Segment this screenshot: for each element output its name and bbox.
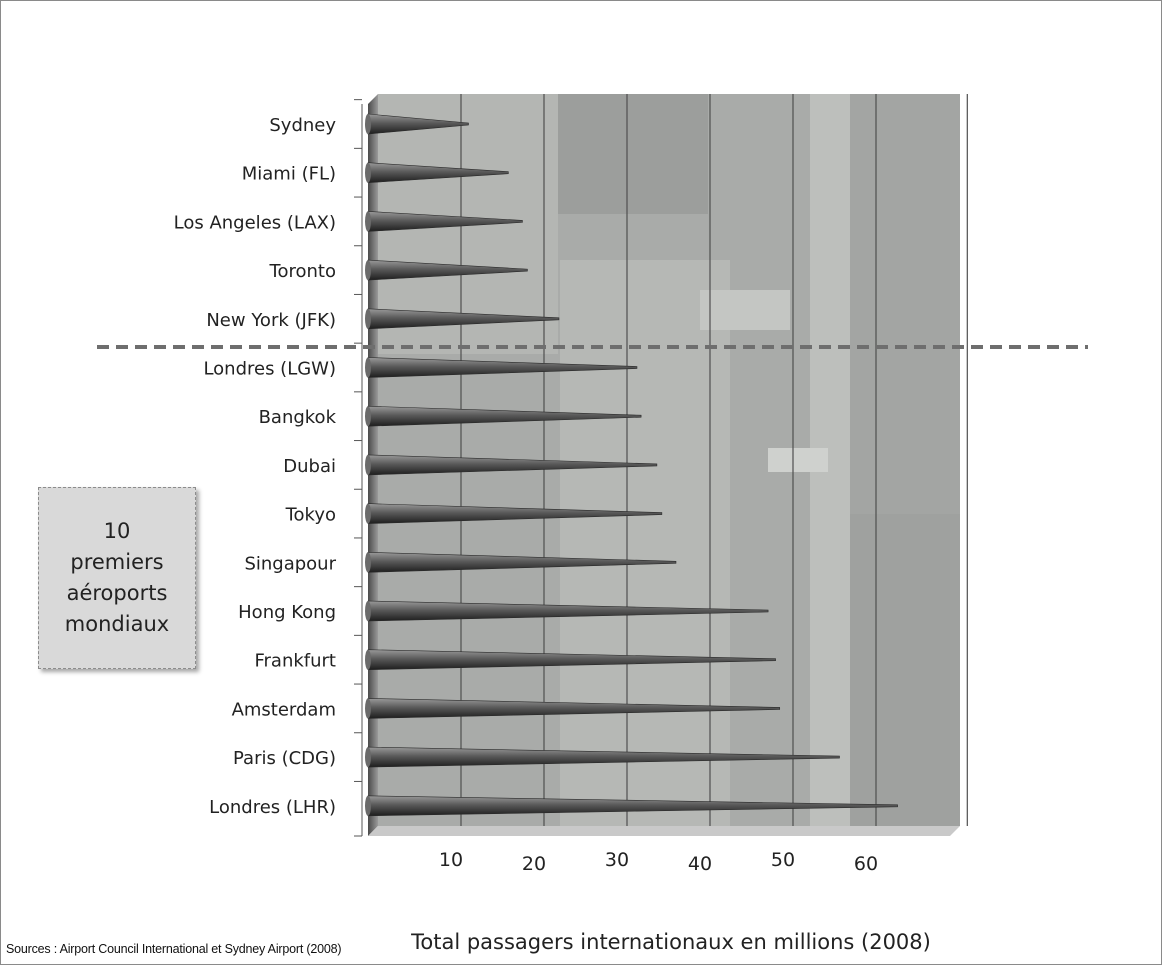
bar-cone-base	[365, 357, 371, 378]
bar-cone-base	[365, 211, 371, 232]
bars	[365, 113, 898, 817]
photo-region-terminal	[768, 448, 828, 472]
category-label: Frankfurt	[254, 651, 336, 672]
x-tick-label: 40	[688, 853, 712, 875]
bar-cone-base	[365, 552, 371, 573]
category-label: Sydney	[269, 115, 336, 136]
category-label: Londres (LGW)	[203, 359, 336, 380]
bar-cone-base	[365, 406, 371, 427]
x-tick-label: 60	[854, 853, 878, 875]
category-label: Londres (LHR)	[209, 797, 336, 818]
category-label: Paris (CDG)	[233, 748, 336, 769]
photo-region-apron	[700, 290, 790, 330]
category-label: Miami (FL)	[242, 164, 336, 185]
photo-region-center	[558, 94, 708, 214]
category-label: Hong Kong	[238, 602, 336, 623]
x-axis-label: Total passagers internationaux en millio…	[410, 930, 931, 954]
category-label: Los Angeles (LAX)	[174, 212, 336, 233]
x-tick-label: 30	[605, 849, 629, 871]
bar-cone-base	[365, 601, 371, 621]
y-tick-marks	[354, 99, 362, 837]
category-label: Amsterdam	[232, 699, 336, 720]
category-label: Singapour	[244, 553, 336, 574]
category-label: Dubai	[283, 456, 336, 477]
tick-labels: 10 20 30 40 50 60	[439, 849, 878, 875]
bar-cone-base	[365, 114, 371, 134]
bar-cone-base	[365, 649, 371, 670]
bar-cone-base	[365, 162, 371, 183]
category-label: Tokyo	[285, 505, 336, 526]
x-tick-label: 20	[522, 853, 546, 875]
bar-cone-base	[365, 698, 371, 719]
source-note: Sources : Airport Council International …	[6, 942, 342, 956]
photo-region-runway	[560, 260, 730, 826]
bar-cone-base	[365, 308, 371, 329]
bar-cone-base	[365, 260, 371, 281]
bar-cone-base	[365, 503, 371, 524]
category-label: Bangkok	[259, 407, 337, 428]
chart-floor	[368, 826, 960, 836]
bar-cone-base	[365, 747, 371, 768]
category-labels: Sydney Miami (FL) Los Angeles (LAX) Toronto…	[174, 115, 337, 818]
x-tick-label: 10	[439, 849, 463, 871]
category-label: Toronto	[269, 261, 336, 282]
photo-region-right	[850, 94, 960, 514]
x-tick-label: 50	[771, 849, 795, 871]
callout-text: 10 premiers aéroports mondiaux	[64, 519, 170, 636]
category-label: New York (JFK)	[206, 310, 336, 331]
bar-cone-base	[365, 795, 371, 816]
photo-region-lower-right	[850, 514, 960, 826]
bar-cone-base	[365, 454, 371, 475]
top10-callout: 10 premiers aéroports mondiaux	[38, 487, 196, 669]
